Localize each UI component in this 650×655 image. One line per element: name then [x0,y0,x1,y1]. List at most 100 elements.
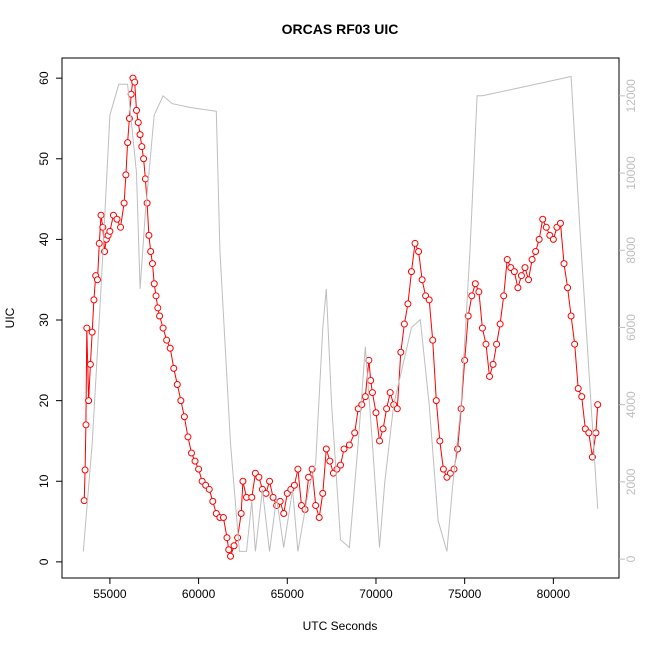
point [361,393,369,401]
x-tick-label: 75000 [448,587,482,601]
point [276,497,284,505]
point [124,139,132,147]
point [170,364,178,372]
point [219,514,227,522]
point [471,280,479,288]
point [475,288,483,296]
point [542,223,550,231]
x-tick-label: 80000 [537,587,571,601]
point [81,466,89,474]
point [407,268,415,276]
point [180,413,188,421]
point [326,457,334,465]
point [156,312,164,320]
point [227,552,235,560]
point [280,510,288,518]
point [489,360,497,368]
point [145,231,153,239]
point [386,389,394,397]
point [184,433,192,441]
point [239,477,247,485]
y-tick-label: 40 [37,232,51,246]
point [567,312,575,320]
point [482,340,490,348]
point [425,296,433,304]
point [312,501,320,509]
point [131,78,139,86]
y-axis-label: UIC [3,307,17,328]
point [269,493,277,501]
x-tick-label: 65000 [271,587,305,601]
point [571,340,579,348]
y-tick-label: 0 [37,558,51,565]
point [82,421,90,429]
point [225,546,233,554]
point [514,284,522,292]
point [294,465,302,473]
point [152,292,160,300]
point [337,461,344,469]
x-tick-label: 60000 [182,587,216,601]
point [147,247,155,255]
point [578,393,586,401]
y2-tick-label: 12000 [624,79,638,113]
point [517,272,525,280]
point [436,437,444,445]
point [86,360,94,368]
point [120,199,128,207]
point [345,441,353,449]
point [262,489,270,497]
point [138,143,146,151]
point [133,106,141,114]
point [574,385,582,393]
point [478,324,486,332]
point [140,155,148,163]
point [113,215,121,223]
point [510,268,518,276]
point [90,296,98,304]
point [97,211,105,219]
point [177,397,185,405]
point [209,497,217,505]
point [315,514,323,522]
x-tick-label: 70000 [359,587,393,601]
point [592,429,600,437]
point [411,239,419,247]
point [83,324,91,332]
point [134,118,142,126]
point [528,256,536,264]
point [503,256,511,264]
point [532,247,540,255]
point [166,344,174,352]
y2-tick-label: 8000 [624,237,638,264]
point [106,227,114,235]
chart-title: ORCAS RF03 UIC [282,21,399,37]
y-tick-label: 10 [37,474,51,488]
point [560,260,568,268]
y2-tick-label: 2000 [624,468,638,495]
point [439,465,447,473]
point [461,356,469,364]
point [368,389,376,397]
point [163,336,171,344]
point [400,320,408,328]
point [404,300,412,308]
point [143,199,151,207]
point [191,457,199,465]
point [237,510,245,518]
point [432,397,440,405]
y2-tick-label: 4000 [624,391,638,418]
point [393,405,401,413]
y-tick-label: 30 [37,313,51,327]
point [117,223,125,231]
point [205,485,213,493]
point [322,445,330,453]
point [496,320,504,328]
y2-tick-label: 6000 [624,314,638,341]
point [93,276,101,284]
point [159,324,167,332]
point [564,284,572,292]
plot-frame [61,57,620,579]
point [223,534,231,542]
point [122,171,130,179]
